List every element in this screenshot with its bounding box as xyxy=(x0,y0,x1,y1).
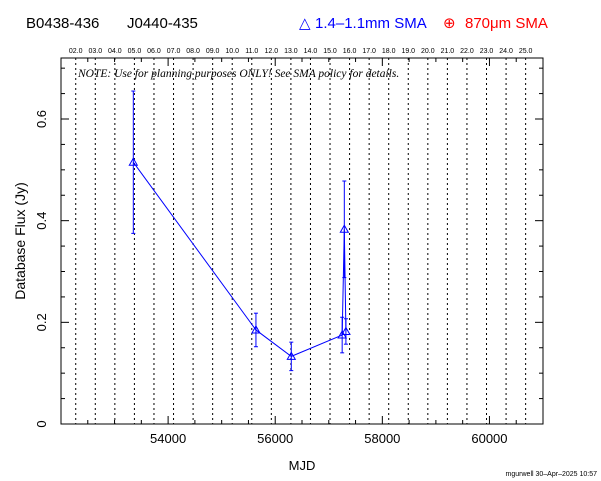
data-point xyxy=(128,157,139,166)
y-tick-label: 0.4 xyxy=(34,212,49,230)
y-tick-label: 0.6 xyxy=(34,110,49,128)
top-tick-label: 03.0 xyxy=(88,48,102,55)
source-name-alias: J0440-435 xyxy=(127,15,198,32)
data-point xyxy=(339,224,350,233)
legend-label-1mm: 1.4–1.1mm SMA xyxy=(315,15,427,32)
top-tick-label: 06.0 xyxy=(147,48,161,55)
top-tick-label: 16.0 xyxy=(343,48,357,55)
data-point xyxy=(341,326,351,335)
series-line xyxy=(132,161,347,357)
top-tick-label: 25.0 xyxy=(519,48,533,55)
year-gridlines xyxy=(75,58,527,424)
data-point xyxy=(286,351,297,360)
y-axis-title: Database Flux (Jy) xyxy=(12,182,28,299)
x-tick-label: 54000 xyxy=(150,431,186,446)
top-tick-label: 05.0 xyxy=(128,48,142,55)
legend-symbol-870um: ⊕ xyxy=(443,14,456,32)
top-tick-label: 10.0 xyxy=(225,48,239,55)
top-tick-label: 04.0 xyxy=(108,48,122,55)
y-axis: 0 0.2 0.4 0.6 xyxy=(34,67,543,428)
top-tick-label: 12.0 xyxy=(265,48,279,55)
planning-note: NOTE: Use for planning purposes ONLY! Se… xyxy=(77,68,399,80)
top-tick-label: 22.0 xyxy=(460,48,474,55)
legend-label-870um: 870μm SMA xyxy=(465,15,548,32)
top-tick-label: 23.0 xyxy=(480,48,494,55)
x-axis: 54000 56000 58000 60000 xyxy=(60,58,544,446)
footer-stamp: mgurwell 30–Apr–2025 10:57 xyxy=(506,471,598,478)
top-tick-label: 13.0 xyxy=(284,48,298,55)
y-tick-label: 0.2 xyxy=(34,313,49,331)
x-tick-label: 58000 xyxy=(364,431,400,446)
x-axis-title: MJD xyxy=(289,458,316,473)
top-tick-label: 20.0 xyxy=(421,48,435,55)
legend-symbol-1mm: △ xyxy=(299,14,311,32)
top-tick-label: 18.0 xyxy=(382,48,396,55)
top-tick-label: 08.0 xyxy=(186,48,200,55)
top-tick-label: 19.0 xyxy=(401,48,415,55)
top-tick-label: 09.0 xyxy=(206,48,220,55)
series-layer xyxy=(128,90,351,372)
top-tick-label: 11.0 xyxy=(245,48,258,55)
top-tick-label: 15.0 xyxy=(323,48,337,55)
x-tick-label: 60000 xyxy=(471,431,507,446)
y-tick-label: 0 xyxy=(34,420,49,427)
top-tick-label: 24.0 xyxy=(499,48,513,55)
top-tick-label: 14.0 xyxy=(304,48,318,55)
top-tick-label: 07.0 xyxy=(167,48,181,55)
top-tick-label: 17.0 xyxy=(362,48,376,55)
top-tick-label: 21.0 xyxy=(441,48,455,55)
top-tick-label: 02.0 xyxy=(69,48,83,55)
data-point xyxy=(251,324,261,334)
x-tick-label: 56000 xyxy=(257,431,293,446)
top-year-axis: 02.0 03.0 04.0 05.0 06.0 07.0 08.0 09.0 10.0 11.0… xyxy=(69,48,533,55)
source-name-primary: B0438-436 xyxy=(26,15,99,32)
